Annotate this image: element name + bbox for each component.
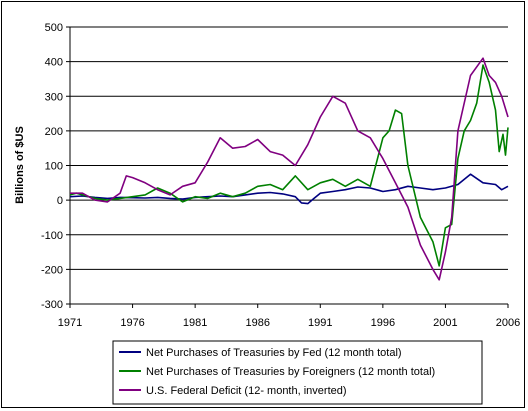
axes bbox=[66, 26, 509, 308]
legend-label-2: Net Purchases of Treasuries by Foreigner… bbox=[146, 366, 435, 378]
legend-box bbox=[112, 340, 483, 405]
series-lines bbox=[69, 57, 509, 281]
series-line-1 bbox=[69, 173, 509, 205]
legend: Net Purchases of Treasuries by Fed (12 m… bbox=[112, 340, 483, 405]
x-tick-label: 1996 bbox=[371, 317, 395, 329]
x-tick-label: 2006 bbox=[496, 317, 520, 329]
y-tick-label: -200 bbox=[41, 264, 63, 276]
tick-labels: -300 -200 -100 0 100 200 300 400 500 1971 1976 1981… bbox=[41, 22, 520, 329]
y-tick-label: 400 bbox=[45, 57, 63, 69]
y-tick-label: 0 bbox=[57, 195, 63, 207]
series-line-2 bbox=[69, 64, 509, 267]
x-tick-label: 1971 bbox=[58, 317, 82, 329]
y-tick-label: 500 bbox=[45, 22, 63, 34]
y-tick-label: 200 bbox=[45, 126, 63, 138]
y-tick-label: -100 bbox=[41, 230, 63, 242]
x-tick-label: 1981 bbox=[183, 317, 207, 329]
legend-label-3: U.S. Federal Deficit (12- month, inverte… bbox=[146, 385, 347, 397]
x-tick-label: 1986 bbox=[245, 317, 269, 329]
y-tick-label: -300 bbox=[41, 299, 63, 311]
y-axis-title: Billions of $US bbox=[14, 126, 26, 204]
y-tick-label: 100 bbox=[45, 161, 63, 173]
y-tick-label: 300 bbox=[45, 91, 63, 103]
x-tick-label: 1976 bbox=[120, 317, 144, 329]
x-tick-label: 1991 bbox=[308, 317, 332, 329]
legend-label-1: Net Purchases of Treasuries by Fed (12 m… bbox=[146, 347, 402, 359]
series-line-3 bbox=[70, 57, 509, 281]
x-tick-label: 2001 bbox=[433, 317, 457, 329]
